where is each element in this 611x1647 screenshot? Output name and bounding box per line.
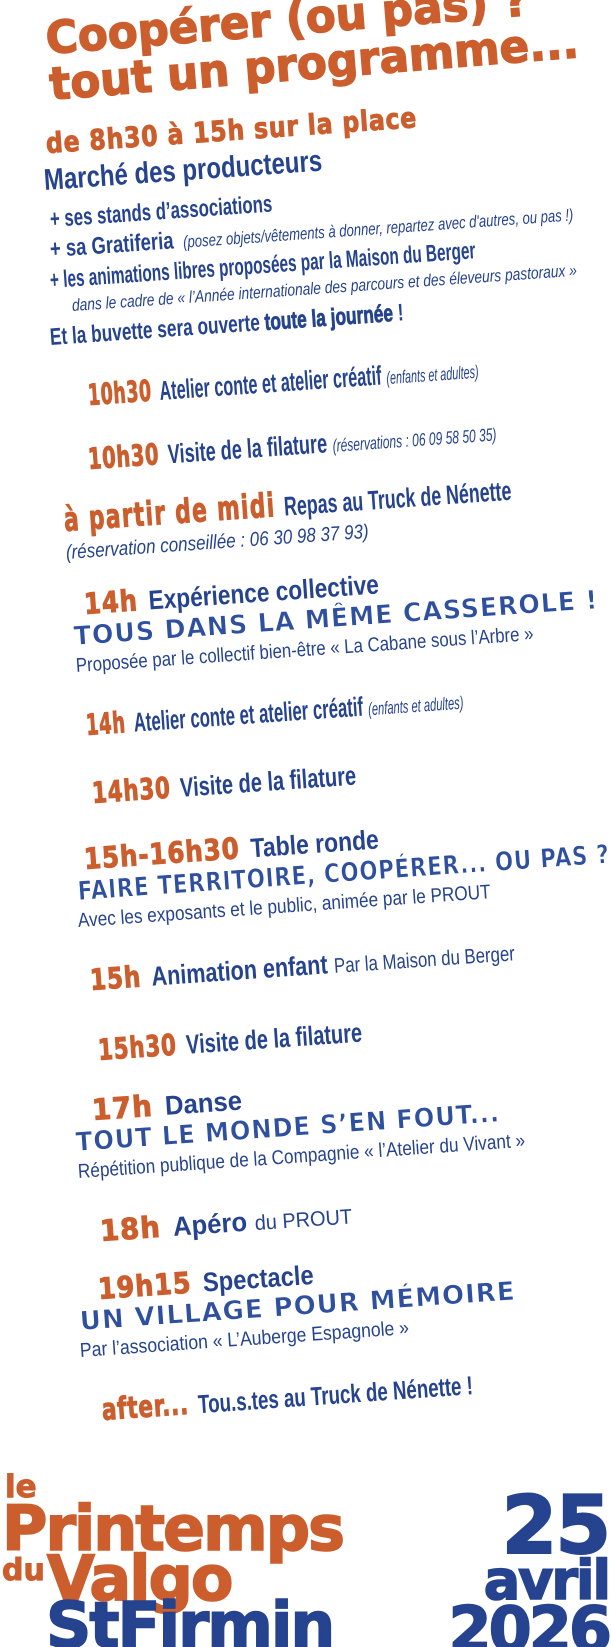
poster-title: Coopérer (ou pas) ? tout un programme... <box>43 0 600 112</box>
date-year: 2026 <box>448 1593 611 1647</box>
logo-valgo: Valgo <box>46 1541 234 1615</box>
buvette-suffix: ! <box>391 299 405 327</box>
event-title: Danse <box>164 1085 243 1121</box>
event-title: Visite de la filature <box>166 428 329 470</box>
after-label: after... <box>100 1386 190 1428</box>
event-time: 14h <box>82 582 139 622</box>
event-title: Atelier conte et atelier créatif <box>158 360 383 406</box>
after-text: Tou.s.tes au Truck de Nénette ! <box>197 1369 474 1419</box>
event-note: (réservations : 06 09 58 50 35) <box>331 424 498 456</box>
event-title: Apéro <box>172 1206 249 1242</box>
logo-stfirmin: StFirmin <box>45 1589 336 1647</box>
schedule-item: 14h Atelier conte et atelier créatif (enfa… <box>84 685 464 742</box>
schedule-item: 10h30 Visite de la filature (réservations … <box>86 417 497 476</box>
date-month: avril <box>483 1549 611 1613</box>
schedule-item: 18h Apéro du PROUT <box>98 1180 586 1248</box>
event-note: (enfants et adultes) <box>367 692 465 719</box>
event-title: Animation enfant <box>150 949 329 992</box>
date-day: 25 <box>501 1479 611 1573</box>
event-time: 17h <box>90 1088 154 1127</box>
schedule-item: 14h30 Visite de la filature <box>90 749 476 810</box>
event-time: 10h30 <box>86 436 161 476</box>
logo-printemps: Printemps <box>1 1491 346 1565</box>
event-time: 15h30 <box>96 1027 178 1067</box>
event-time: 15h <box>88 959 143 997</box>
event-time: 10h30 <box>86 373 153 412</box>
logo-le: le <box>5 1468 38 1505</box>
schedule-item: 15h Animation enfant Par la Maison du Berg… <box>88 934 515 997</box>
after-line: after... Tou.s.tes au Truck de Nénette ! <box>100 1367 473 1428</box>
logo-du: du <box>2 1552 46 1588</box>
event-byline: Par la Maison du Berger <box>333 942 516 978</box>
logo-date-block: 25 avril 2026 <box>448 1479 611 1647</box>
event-note: (enfants et adultes) <box>385 361 480 388</box>
event-title: Visite de la filature <box>179 760 357 803</box>
schedule-item: 10h30 Atelier conte et atelier créatif (en… <box>86 356 479 412</box>
event-time: 18h <box>98 1209 162 1248</box>
festival-logo: le Printemps duValgo StFirmin 25 avril 2… <box>0 1432 611 1647</box>
event-byline: du PROUT <box>253 1205 353 1235</box>
logo-name-block: le Printemps duValgo StFirmin <box>1 1468 346 1647</box>
schedule-item: 15h30 Visite de la filature <box>96 1006 478 1067</box>
event-time: 14h <box>84 704 127 742</box>
event-title: Atelier conte et atelier créatif <box>132 691 364 738</box>
buvette-bold: toute la journée <box>263 299 394 336</box>
event-title: Visite de la filature <box>185 1017 363 1060</box>
logo-valgo-row: duValgo <box>2 1546 343 1610</box>
event-time: 14h30 <box>90 770 172 810</box>
